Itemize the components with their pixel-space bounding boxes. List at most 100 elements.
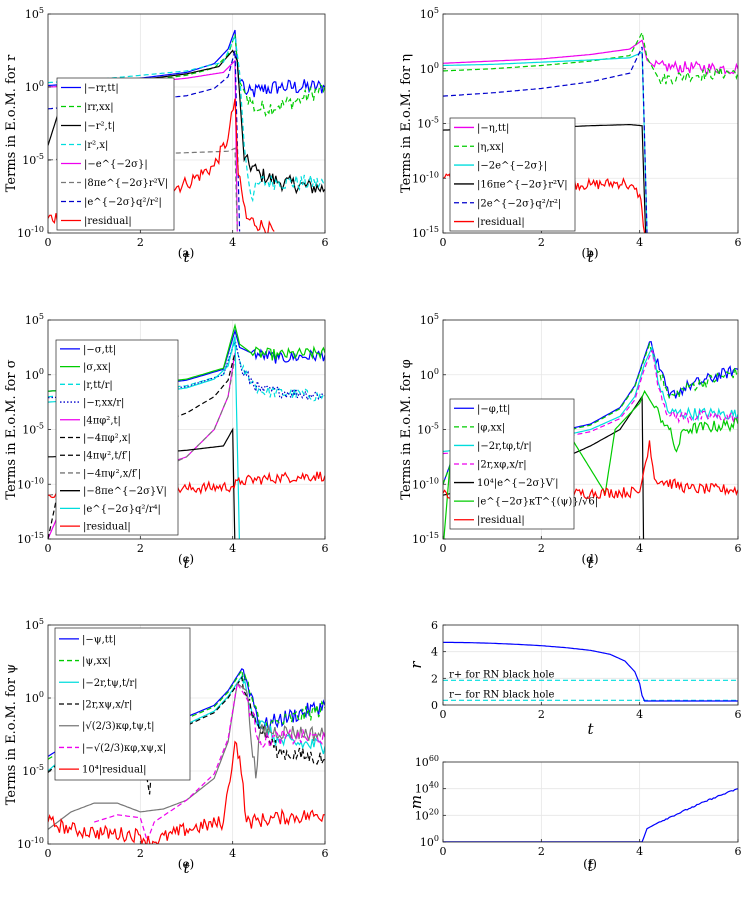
x-axis-label: t xyxy=(587,857,594,875)
series-line-6 xyxy=(94,681,325,844)
tick-exp: -5 xyxy=(431,116,439,125)
y-tick-label: 100 xyxy=(420,367,439,382)
legend-entry: |16πe^{−2σ}r²V| xyxy=(477,179,568,190)
tick-exp: -5 xyxy=(36,422,44,431)
legend-entry: |−rr,tt| xyxy=(84,83,119,94)
x-tick-label: 6 xyxy=(322,542,329,555)
plot-frame xyxy=(442,624,739,706)
tick-exp: 20 xyxy=(429,807,439,816)
y-axis-label: Terms in E.o.M. for σ xyxy=(4,359,19,499)
tick-base: 10 xyxy=(415,783,429,796)
panel-caption: (d) xyxy=(581,552,598,566)
series-line-5 xyxy=(48,682,325,830)
tick-base: 10 xyxy=(17,838,31,851)
series-line-4 xyxy=(48,33,325,203)
x-tick-label: 2 xyxy=(538,845,545,858)
legend-entry: |r²,x| xyxy=(84,140,108,151)
tick-exp: 60 xyxy=(429,754,439,763)
x-axis-label: t xyxy=(183,554,190,572)
tick-base: 10 xyxy=(412,478,426,491)
legend-entry: |−8πe^{−2σ}V| xyxy=(83,486,167,497)
tick-exp: -10 xyxy=(31,476,44,485)
y-tick-label: 2 xyxy=(431,672,438,685)
tick-exp: -15 xyxy=(426,225,439,234)
y-tick-label: 4 xyxy=(431,646,438,659)
tick-base: 10 xyxy=(420,314,434,327)
legend-entry: |residual| xyxy=(477,515,525,526)
x-tick-label: 0 xyxy=(440,236,447,249)
plot-area xyxy=(443,625,738,705)
y-tick-label: 10-5 xyxy=(22,152,44,167)
y-tick-label: 100 xyxy=(420,61,439,76)
tick-base: 10 xyxy=(420,8,434,21)
tick-base: 10 xyxy=(17,533,31,546)
tick-base: 10 xyxy=(25,81,39,94)
y-tick-label: 10-15 xyxy=(17,531,44,546)
tick-base: 10 xyxy=(25,8,39,21)
series-line-3 xyxy=(443,51,648,233)
x-tick-label: 0 xyxy=(45,236,52,249)
legend-entry: |−φ,tt| xyxy=(477,404,510,415)
legend-entry: |2r,xφ,x/r| xyxy=(477,460,527,471)
y-axis-label: Terms in E.o.M. for r xyxy=(4,54,19,192)
tick-base: 10 xyxy=(417,424,431,437)
tick-exp: -10 xyxy=(31,225,44,234)
y-tick-label: 105 xyxy=(420,312,439,327)
legend-entry: |residual| xyxy=(84,216,132,227)
legend-entry: |ψ,xx| xyxy=(82,656,111,667)
tick-base: 10 xyxy=(17,478,31,491)
tick-base: 10 xyxy=(412,172,426,185)
y-tick-label: 100 xyxy=(25,690,44,705)
x-tick-label: 6 xyxy=(735,236,742,249)
annotation-label: r− for RN black hole xyxy=(449,689,555,700)
x-tick-label: 2 xyxy=(137,236,144,249)
x-tick-label: 4 xyxy=(636,542,643,555)
y-axis-label: m xyxy=(407,795,425,809)
tick-base: 10 xyxy=(417,118,431,131)
tick-base: 10 xyxy=(25,692,39,705)
tick-base: 10 xyxy=(22,424,36,437)
tick-exp: -10 xyxy=(31,836,44,845)
tick-exp: 5 xyxy=(434,312,439,321)
legend-entry: 10⁴|residual| xyxy=(82,765,147,776)
y-tick-label: 10-5 xyxy=(22,422,44,437)
tick-exp: -5 xyxy=(36,763,44,772)
x-tick-label: 0 xyxy=(440,542,447,555)
tick-exp: 0 xyxy=(39,367,44,376)
tick-exp: 40 xyxy=(429,781,439,790)
y-tick-label: 0 xyxy=(431,699,438,712)
y-tick-label: 10-10 xyxy=(412,476,439,491)
y-tick-label: 10-5 xyxy=(417,422,439,437)
x-tick-label: 6 xyxy=(735,542,742,555)
legend-entry: |√(2/3)κφ,tψ,t| xyxy=(82,721,155,732)
y-tick-label: 10-10 xyxy=(17,476,44,491)
legend-box xyxy=(56,77,175,231)
legend-entry: |e^{−2σ}κT^{(ψ)}/√6| xyxy=(477,497,598,508)
legend-entry: |−4πφ²,x| xyxy=(83,433,131,444)
tick-exp: -5 xyxy=(431,422,439,431)
x-tick-label: 2 xyxy=(538,236,545,249)
tick-base: 10 xyxy=(415,756,429,769)
legend-box xyxy=(449,117,576,232)
legend-entry: |−e^{−2σ}| xyxy=(84,159,148,170)
series-line-7 xyxy=(48,740,325,844)
x-tick-label: 6 xyxy=(322,236,329,249)
panel-caption: (e) xyxy=(178,857,194,871)
tick-exp: 5 xyxy=(39,617,44,626)
legend-entry: |r,tt/r| xyxy=(83,380,113,391)
tick-exp: -5 xyxy=(36,152,44,161)
legend-entry: |e^{−2σ}q²/r²| xyxy=(84,197,162,208)
x-tick-label: 4 xyxy=(636,708,643,721)
tick-base: 10 xyxy=(25,619,39,632)
tick-exp: 0 xyxy=(434,834,439,843)
series-line-3 xyxy=(48,339,325,402)
x-tick-label: 4 xyxy=(636,236,643,249)
x-tick-label: 0 xyxy=(440,708,447,721)
tick-exp: 0 xyxy=(434,61,439,70)
legend-entry: |−2r,tφ,t/r| xyxy=(477,441,532,452)
y-tick-label: 105 xyxy=(25,6,44,21)
panel-caption: (b) xyxy=(581,246,598,260)
